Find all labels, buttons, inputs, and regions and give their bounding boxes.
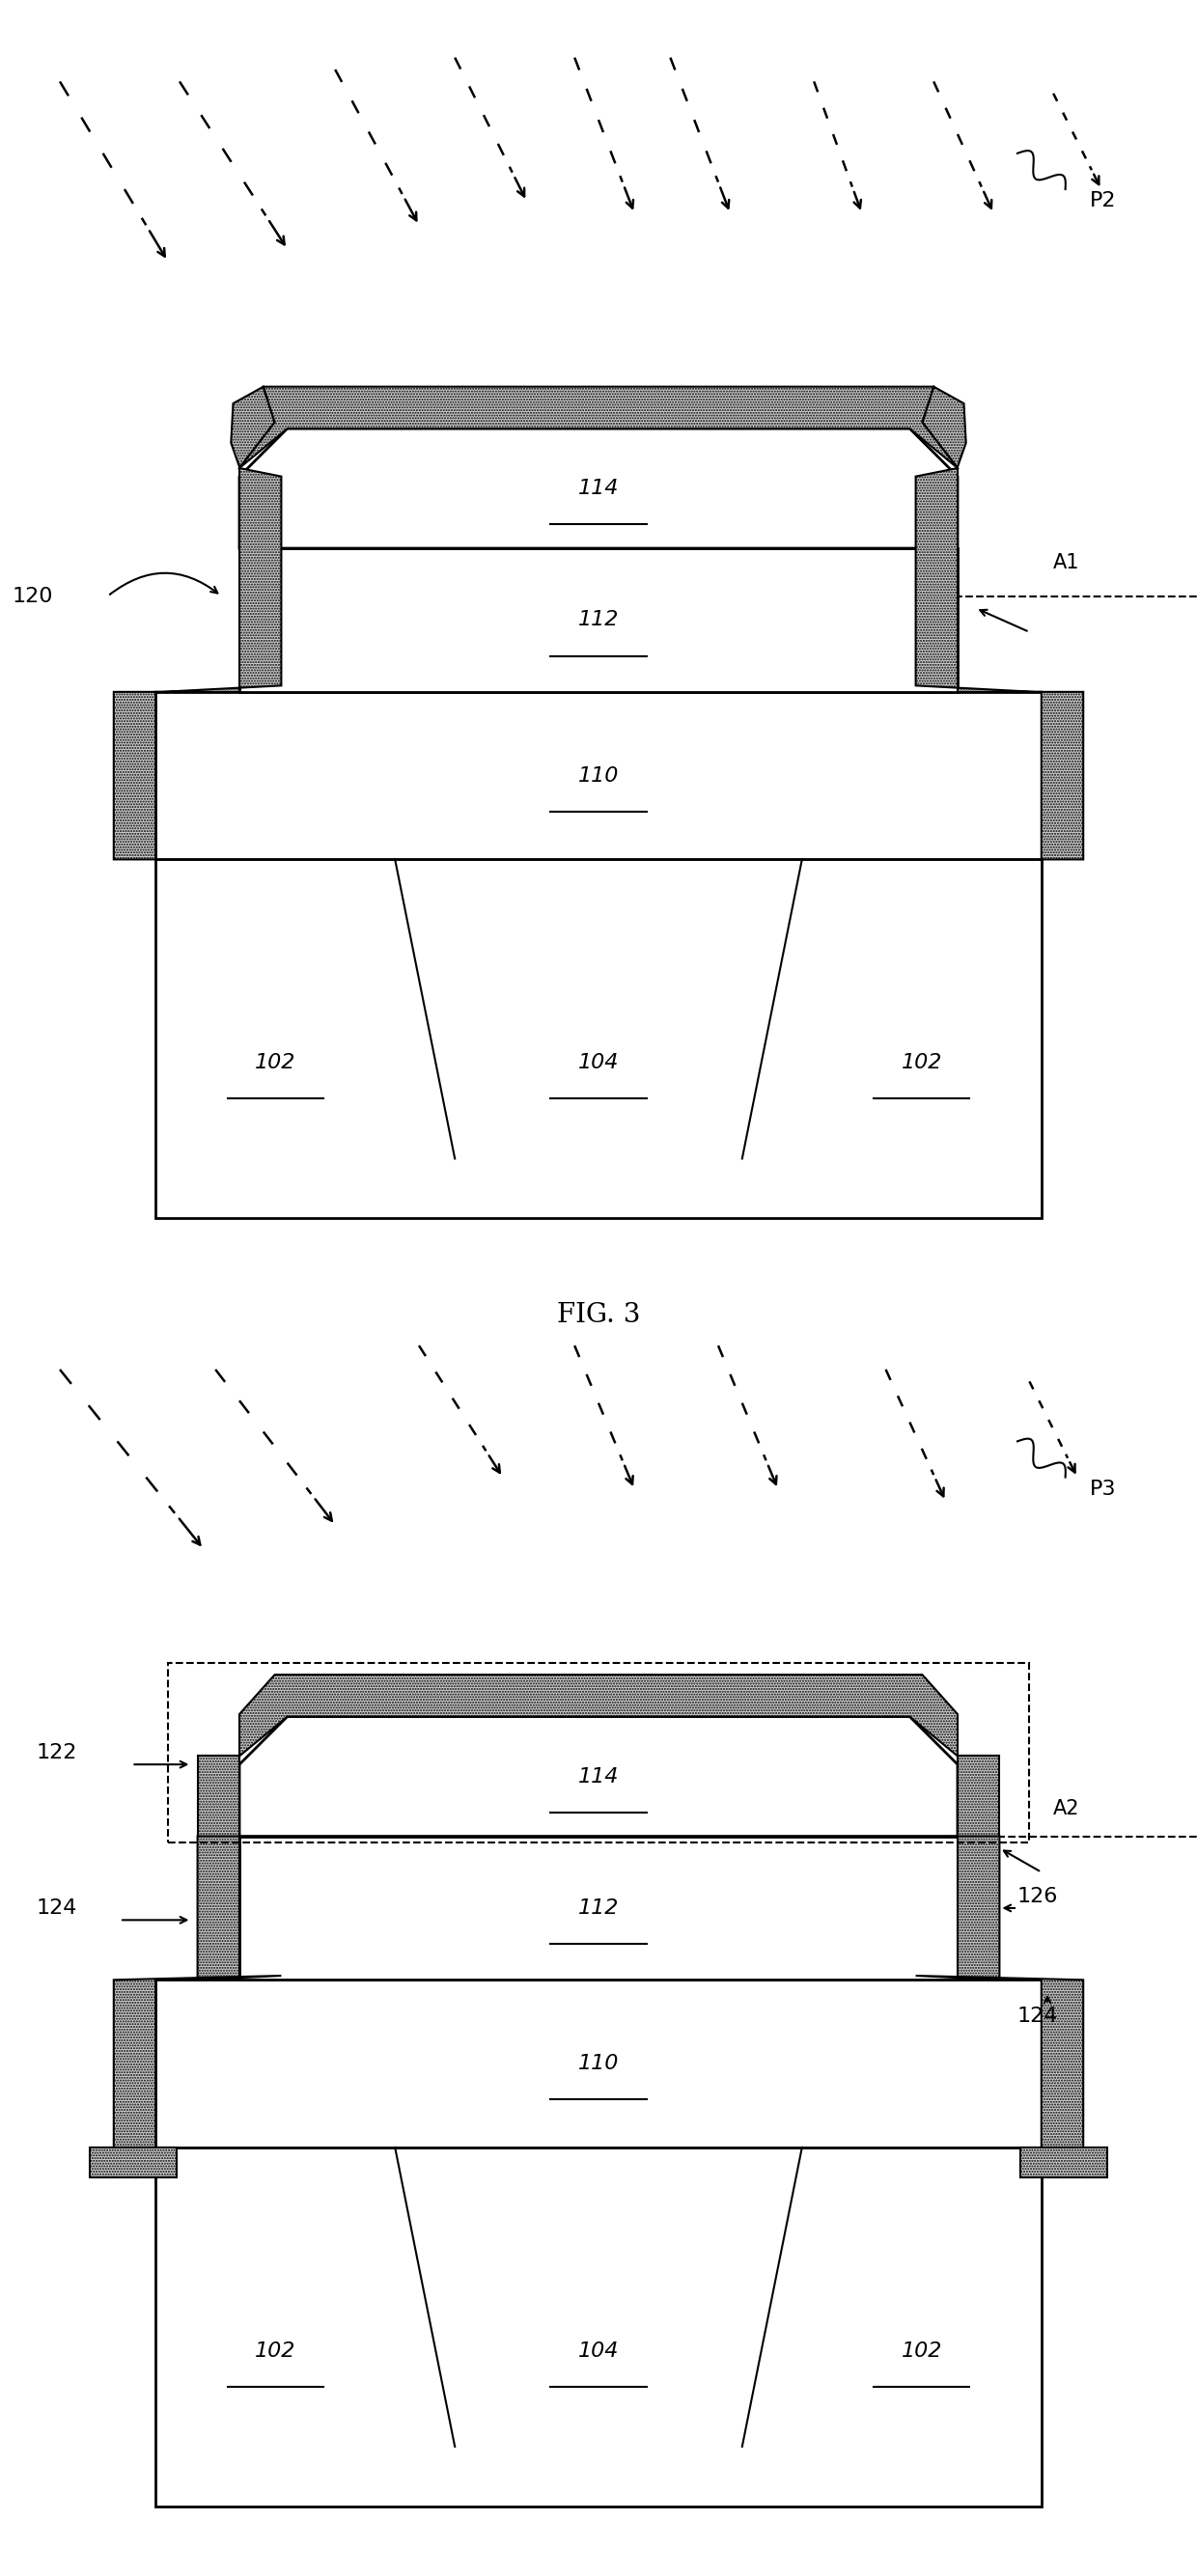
Polygon shape bbox=[958, 1757, 999, 1837]
Polygon shape bbox=[1021, 2148, 1107, 2177]
Polygon shape bbox=[156, 2148, 1041, 2506]
Text: 110: 110 bbox=[578, 2053, 619, 2074]
Text: 104: 104 bbox=[578, 1054, 619, 1072]
Polygon shape bbox=[156, 693, 1041, 860]
Polygon shape bbox=[239, 1674, 958, 1757]
Text: 126: 126 bbox=[1017, 1886, 1058, 1906]
Text: 102: 102 bbox=[255, 1054, 296, 1072]
Text: 124: 124 bbox=[36, 1899, 77, 1917]
Text: 120: 120 bbox=[12, 587, 53, 605]
Polygon shape bbox=[916, 386, 1083, 860]
Text: 114: 114 bbox=[578, 479, 619, 497]
Text: 124: 124 bbox=[1017, 2007, 1058, 2025]
Polygon shape bbox=[114, 1837, 281, 2148]
Polygon shape bbox=[239, 428, 958, 549]
Text: 112: 112 bbox=[578, 1899, 619, 1917]
Polygon shape bbox=[239, 549, 958, 693]
Text: A1: A1 bbox=[1053, 554, 1080, 572]
Polygon shape bbox=[114, 386, 281, 860]
Text: 102: 102 bbox=[255, 2342, 296, 2360]
Text: 104: 104 bbox=[578, 2342, 619, 2360]
Polygon shape bbox=[156, 860, 1041, 1218]
Polygon shape bbox=[239, 1837, 958, 1981]
Polygon shape bbox=[156, 1981, 1041, 2148]
Polygon shape bbox=[916, 1837, 1083, 2148]
Text: 114: 114 bbox=[578, 1767, 619, 1785]
Polygon shape bbox=[90, 2148, 177, 2177]
Text: 102: 102 bbox=[901, 2342, 942, 2360]
Polygon shape bbox=[239, 386, 958, 469]
Text: 112: 112 bbox=[578, 611, 619, 629]
Text: 102: 102 bbox=[901, 1054, 942, 1072]
Polygon shape bbox=[239, 1716, 958, 1837]
Text: 110: 110 bbox=[578, 765, 619, 786]
Text: P2: P2 bbox=[1089, 191, 1116, 211]
Text: A2: A2 bbox=[1053, 1798, 1080, 1819]
Text: FIG. 3: FIG. 3 bbox=[557, 1303, 640, 1329]
Text: P3: P3 bbox=[1089, 1479, 1116, 1499]
Bar bbox=[168, 1662, 1029, 1842]
Text: 122: 122 bbox=[36, 1744, 77, 1762]
Polygon shape bbox=[198, 1757, 239, 1837]
